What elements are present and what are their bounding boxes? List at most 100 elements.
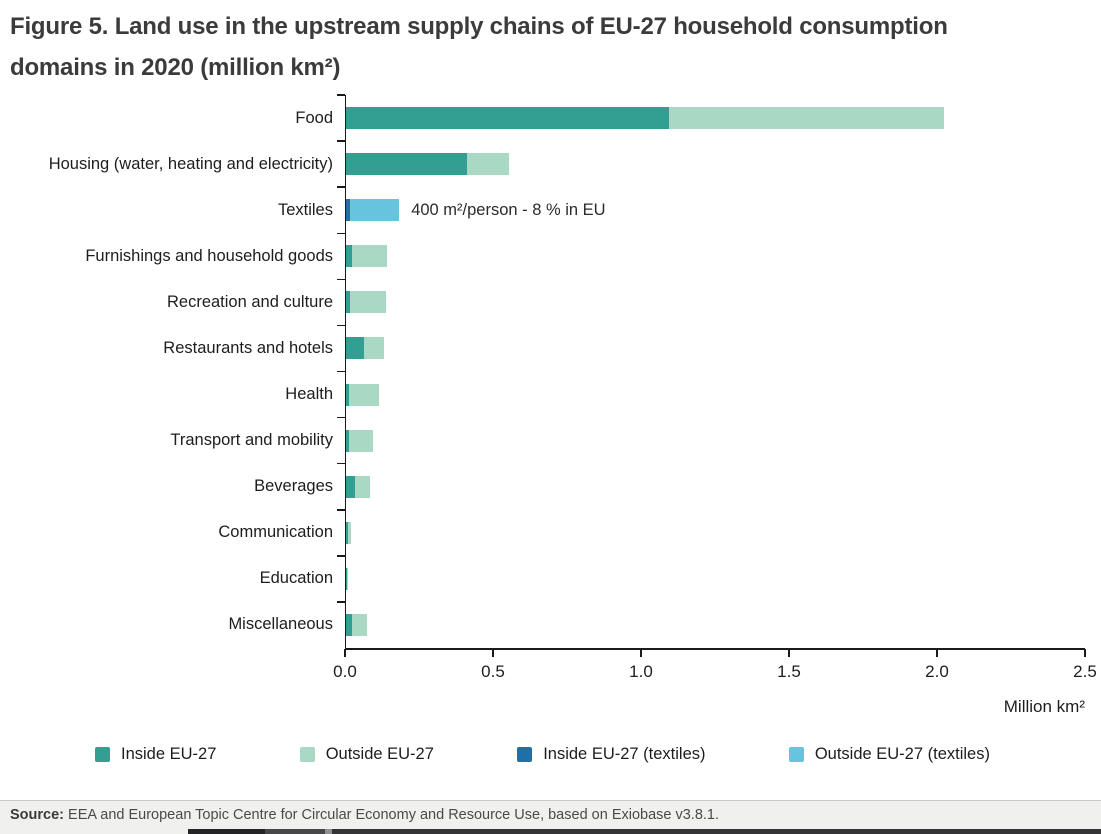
y-axis-tick — [337, 324, 345, 327]
chart-row-housing-water-heating-and-electricity: Housing (water, heating and electricity) — [0, 141, 1101, 187]
chart-row-miscellaneous: Miscellaneous — [0, 602, 1101, 648]
category-label: Furnishings and household goods — [85, 246, 333, 265]
source-text: EEA and European Topic Centre for Circul… — [64, 807, 720, 823]
bar-segment-inside-eu-27 — [346, 567, 347, 590]
bar-segment-inside-eu-27 — [346, 153, 468, 176]
bar-segment-inside-eu-27 — [346, 291, 351, 314]
chart-row-beverages: Beverages — [0, 464, 1101, 510]
x-axis-title: Million km² — [1003, 697, 1085, 716]
y-axis-tick — [337, 370, 345, 373]
bar-segment-inside-eu-27 — [346, 521, 348, 544]
x-axis-line — [345, 648, 1085, 650]
x-axis-tick — [1084, 649, 1086, 657]
bar-track — [346, 153, 509, 176]
y-axis-line — [344, 95, 347, 648]
x-axis-tick-label: 1.0 — [629, 662, 653, 681]
x-axis-tick-label: 0.0 — [333, 662, 357, 681]
legend-swatch — [95, 747, 110, 762]
y-axis-tick — [337, 509, 345, 511]
bar-segment-outside-eu-27 — [349, 383, 379, 406]
chart-row-recreation-and-culture: Recreation and culture — [0, 279, 1101, 325]
category-label: Health — [285, 385, 333, 403]
bar-segment-outside-eu-27 — [351, 245, 388, 268]
legend-swatch — [299, 747, 315, 762]
legend-swatch — [788, 747, 804, 762]
source-bar: Source: EEA and European Topic Centre fo… — [0, 800, 1101, 834]
category-label: Beverages — [254, 477, 333, 496]
y-axis-tick — [337, 94, 345, 96]
y-axis-tick — [337, 186, 345, 188]
bar-segment-inside-eu-27 — [346, 613, 352, 636]
bar-track: 400 m²/person - 8 % in EU — [346, 199, 606, 222]
bar-segment-inside-eu-27 — [346, 245, 352, 268]
bottom-strip-segment — [325, 829, 332, 834]
figure-title: Figure 5. Land use in the upstream suppl… — [10, 13, 948, 81]
bar-track — [346, 291, 386, 314]
chart-row-food: Food — [0, 95, 1101, 141]
bar-track — [346, 475, 370, 498]
bar-track — [346, 245, 388, 268]
bar-segment-outside-eu-27 — [467, 153, 509, 176]
legend-item-inside-eu-27: Inside EU-27 — [95, 745, 216, 764]
bottom-strip-segment — [265, 829, 325, 834]
bar-track — [346, 107, 944, 130]
x-axis-tick — [788, 649, 790, 657]
chart-legend: Inside EU-27 Outside EU-27 Inside EU-27 (t… — [95, 745, 990, 764]
bar-segment-inside-eu-27-textiles — [346, 199, 351, 222]
category-label: Communication — [218, 523, 333, 542]
legend-swatch — [517, 747, 533, 762]
bottom-strip — [188, 829, 1101, 834]
legend-label: Inside EU-27 (textiles) — [543, 745, 706, 763]
y-axis-tick — [337, 278, 345, 281]
category-label: Recreation and culture — [166, 292, 333, 311]
bar-track — [346, 429, 373, 452]
bar-segment-outside-eu-27-textiles — [350, 199, 400, 222]
x-axis-tick — [640, 649, 642, 657]
bar-track — [346, 337, 385, 360]
bar-track — [346, 383, 379, 406]
x-axis-tick — [492, 649, 494, 657]
y-axis-tick — [337, 601, 345, 603]
bar-segment-outside-eu-27 — [346, 567, 348, 590]
bar-track — [346, 567, 348, 590]
category-label: Transport and mobility — [170, 431, 333, 450]
y-axis-tick — [337, 232, 345, 234]
bar-segment-outside-eu-27 — [363, 337, 385, 360]
category-label: Miscellaneous — [228, 615, 333, 634]
legend-item-inside-eu-27-textiles: Inside EU-27 (textiles) — [517, 745, 706, 764]
chart-row-restaurants-and-hotels: Restaurants and hotels — [0, 325, 1101, 371]
bar-segment-outside-eu-27 — [350, 291, 386, 314]
x-axis-tick — [936, 649, 938, 657]
chart-rows: Food Housing (water, heating and electric… — [0, 95, 1101, 648]
y-axis-tick — [337, 416, 345, 419]
bar-segment-outside-eu-27 — [347, 521, 351, 544]
category-label: Education — [259, 569, 333, 588]
bar-segment-outside-eu-27 — [668, 107, 944, 130]
legend-label: Inside EU-27 — [121, 745, 217, 763]
source-label: Source: — [10, 807, 64, 823]
bar-annotation: 400 m²/person - 8 % in EU — [411, 200, 606, 219]
x-axis-tick-label: 0.5 — [481, 662, 505, 681]
bar-track — [346, 613, 367, 636]
category-label: Food — [295, 108, 333, 127]
bottom-strip-segment — [188, 829, 265, 834]
bar-segment-inside-eu-27 — [346, 107, 669, 130]
y-axis-tick — [337, 555, 345, 557]
bar-segment-outside-eu-27 — [349, 429, 373, 452]
chart-row-communication: Communication — [0, 510, 1101, 556]
chart-row-furnishings-and-household-goods: Furnishings and household goods — [0, 233, 1101, 279]
bar-segment-inside-eu-27 — [346, 475, 355, 498]
chart-row-health: Health — [0, 371, 1101, 417]
x-axis-tick-label: 1.5 — [777, 662, 801, 681]
bar-chart: Food Housing (water, heating and electric… — [0, 94, 1101, 681]
y-axis-tick — [337, 462, 345, 465]
bar-segment-inside-eu-27 — [346, 337, 364, 360]
legend-item-outside-eu-27-textiles: Outside EU-27 (textiles) — [788, 745, 990, 764]
bar-segment-outside-eu-27 — [351, 613, 367, 636]
legend-item-outside-eu-27: Outside EU-27 — [299, 745, 434, 764]
bar-track — [346, 521, 351, 544]
category-label: Restaurants and hotels — [163, 338, 333, 357]
x-axis-tick — [344, 649, 346, 657]
bar-segment-inside-eu-27 — [346, 429, 349, 452]
category-label: Textiles — [277, 200, 333, 219]
